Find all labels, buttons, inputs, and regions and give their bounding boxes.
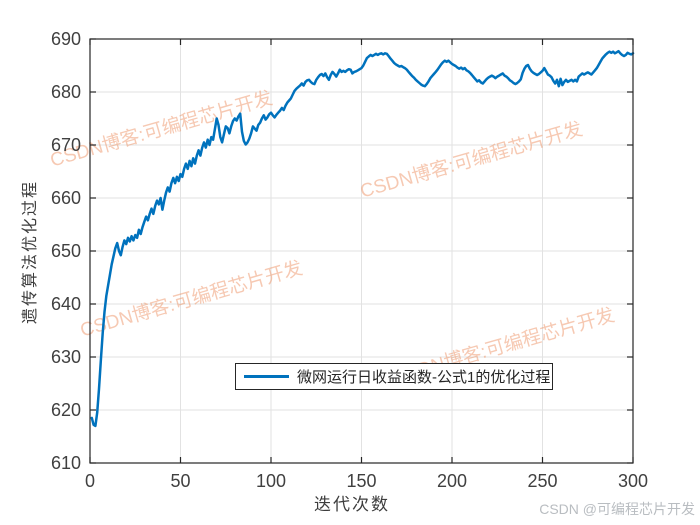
x-tick-label: 300 <box>618 471 648 491</box>
x-axis-label: 迭代次数 <box>314 495 390 514</box>
y-tick-label: 630 <box>51 347 81 367</box>
x-tick-label: 50 <box>170 471 190 491</box>
legend-line-sample <box>244 375 289 378</box>
legend-entry-label: 微网运行日收益函数-公式1的优化过程 <box>297 369 551 386</box>
y-tick-label: 680 <box>51 82 81 102</box>
x-tick-label: 150 <box>346 471 376 491</box>
y-tick-label: 620 <box>51 400 81 420</box>
y-axis-label: 遗传算法优化过程 <box>22 180 39 325</box>
x-tick-label: 250 <box>527 471 557 491</box>
gridlines <box>90 39 633 463</box>
x-tick-label: 200 <box>437 471 467 491</box>
tick-labels: 0 50 100 150 200 250 300 610 620 630 640 650 660 670 6… <box>51 29 648 491</box>
y-tick-label: 670 <box>51 135 81 155</box>
tick-marks <box>89 38 634 464</box>
y-tick-label: 660 <box>51 188 81 208</box>
legend-box: 微网运行日收益函数-公式1的优化过程 <box>235 363 553 390</box>
x-tick-label: 0 <box>85 471 95 491</box>
y-tick-label: 650 <box>51 241 81 261</box>
y-tick-label: 640 <box>51 294 81 314</box>
watermark-text: CSDN博客:可编程芯片开发 <box>358 118 585 203</box>
csdn-credit-text: CSDN @可编程芯片开发 <box>539 501 695 517</box>
y-tick-label: 690 <box>51 29 81 49</box>
series-line <box>90 49 635 428</box>
y-tick-label: 610 <box>51 453 81 473</box>
x-tick-label: 100 <box>256 471 286 491</box>
